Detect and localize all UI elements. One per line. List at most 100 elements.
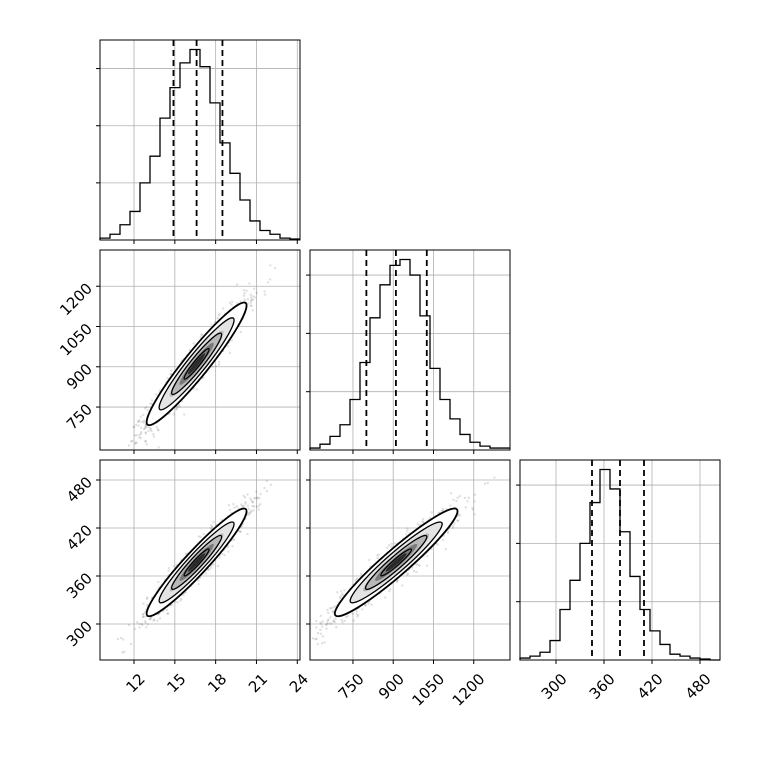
scatter-point [246, 504, 250, 508]
scatter-point [166, 612, 169, 615]
histogram-panel-1 [96, 39, 301, 244]
scatter-point [456, 519, 460, 522]
scatter-point [138, 433, 141, 436]
scatter-point [446, 530, 450, 533]
scatter-point [341, 594, 344, 597]
scatter-point [129, 642, 133, 646]
scatter-point [253, 497, 256, 500]
contour-line-1 [145, 301, 248, 427]
scatter-point [239, 330, 242, 334]
scatter-point [200, 333, 204, 336]
histogram-series-1 [99, 48, 300, 240]
scatter-point [406, 572, 410, 575]
scatter-point [466, 500, 469, 503]
scatter-point [227, 503, 231, 507]
scatter-point [332, 610, 335, 613]
scatter-point [266, 281, 270, 284]
scatter-point [197, 535, 201, 538]
scatter-point [237, 529, 241, 533]
scatter-point [133, 426, 136, 429]
scatter-point [239, 300, 242, 303]
scatter-point [325, 623, 328, 626]
scatter-point [467, 496, 470, 500]
scatter-point [315, 619, 318, 623]
scatter-point [243, 292, 246, 295]
axes-frame [99, 39, 301, 241]
axes-frame [99, 459, 301, 661]
scatter-point [326, 619, 329, 622]
scatter-point [255, 490, 258, 494]
scatter-point [324, 623, 328, 627]
scatter-point [263, 290, 266, 293]
scatter-point [157, 429, 160, 432]
scatter-point [249, 497, 252, 500]
scatter-point [135, 433, 139, 437]
scatter-point [356, 615, 359, 618]
scatter-point [249, 293, 252, 296]
scatter-point [354, 578, 358, 581]
scatter-point [326, 621, 329, 625]
scatter-point [336, 591, 339, 594]
scatter-point [146, 623, 150, 626]
scatter-point [230, 339, 233, 342]
scatter-point [156, 619, 159, 622]
scatter-point [329, 615, 332, 619]
scatter-point [255, 505, 258, 509]
scatter-point [152, 619, 155, 622]
scatter-point [330, 607, 333, 610]
scatter-point [144, 615, 147, 618]
scatter-point [142, 612, 145, 616]
scatter-point [377, 553, 381, 556]
scatter-point [217, 363, 221, 366]
scatter-point [406, 529, 409, 533]
scatter-point [269, 483, 273, 487]
x-tick-label: 15 [163, 670, 189, 696]
scatter-point [314, 637, 317, 641]
scatter-point [236, 301, 239, 305]
scatter-point [341, 620, 344, 624]
scatter-point [471, 506, 474, 510]
scatter-point [327, 618, 330, 621]
x-tick-label: 12 [123, 670, 149, 696]
scatter-point [228, 508, 232, 512]
scatter-point [338, 596, 342, 600]
scatter-point [149, 428, 152, 431]
scatter-point [149, 402, 152, 405]
scatter-point [150, 399, 154, 402]
scatter-point [250, 298, 253, 301]
scatter-point [139, 426, 143, 430]
scatter-point [227, 550, 230, 553]
scatter-point [269, 264, 272, 267]
scatter-point [222, 307, 225, 310]
scatter-panel-2 [96, 459, 301, 664]
scatter-point [421, 520, 424, 523]
scatter-point [251, 298, 255, 301]
axes-frame [309, 459, 511, 661]
scatter-point [486, 481, 490, 485]
scatter-point [197, 579, 200, 582]
scatter-point [166, 377, 169, 380]
x-tick-label: 420 [634, 670, 667, 703]
scatter-point [396, 579, 399, 582]
histogram-series-2 [309, 258, 510, 450]
scatter-point [146, 596, 149, 599]
scatter-point [235, 283, 239, 286]
scatter-point [416, 563, 420, 566]
scatter-point [129, 440, 133, 443]
scatter-point [148, 617, 151, 621]
scatter-point [175, 407, 178, 411]
scatter-point [232, 502, 235, 506]
x-tick-label: 24 [286, 670, 312, 696]
scatter-point [441, 507, 445, 511]
scatter-point [137, 424, 140, 427]
scatter-point [145, 597, 149, 600]
scatter-point [244, 501, 247, 504]
density-fill [188, 553, 206, 572]
scatter-point [172, 564, 176, 568]
scatter-point [319, 632, 323, 635]
scatter-point [321, 625, 324, 628]
scatter-point [463, 496, 467, 500]
scatter-point [139, 432, 143, 436]
scatter-point [451, 526, 455, 530]
